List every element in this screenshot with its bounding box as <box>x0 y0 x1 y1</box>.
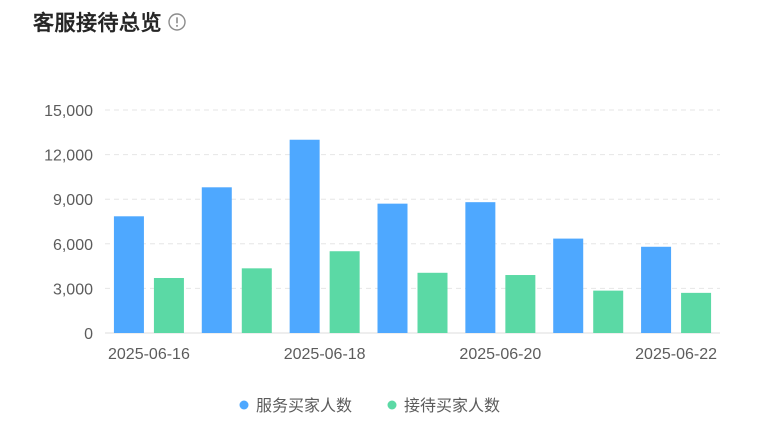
x-tick-label: 2025-06-20 <box>459 346 541 363</box>
y-axis-tick-labels: 0 3,000 6,000 9,000 12,000 15,000 <box>44 103 93 343</box>
bar-service-buyers-2025-06-16[interactable] <box>113 216 144 333</box>
bar-service-buyers-2025-06-19[interactable] <box>377 203 408 333</box>
grid-lines <box>105 109 720 334</box>
x-tick-label: 2025-06-18 <box>284 346 366 363</box>
legend-label: 服务买家人数 <box>256 396 352 415</box>
bar-reception-buyers-2025-06-20[interactable] <box>505 275 536 333</box>
y-tick-label: 12,000 <box>44 148 93 165</box>
bar-service-buyers-2025-06-17[interactable] <box>201 187 232 333</box>
bar-service-buyers-2025-06-20[interactable] <box>465 202 496 333</box>
chart-header: 客服接待总览 <box>33 6 186 38</box>
y-tick-label: 9,000 <box>53 192 93 209</box>
legend-label: 接待买家人数 <box>404 396 500 415</box>
bars <box>113 139 712 333</box>
bar-reception-buyers-2025-06-16[interactable] <box>153 277 184 333</box>
legend-marker <box>239 400 249 410</box>
bar-reception-buyers-2025-06-17[interactable] <box>241 268 272 333</box>
bar-reception-buyers-2025-06-21[interactable] <box>593 290 624 333</box>
y-tick-label: 15,000 <box>44 103 93 120</box>
chart-title: 客服接待总览 <box>33 11 162 35</box>
legend-marker <box>387 400 397 410</box>
info-circle-icon[interactable] <box>168 13 186 31</box>
legend: 服务买家人数 接待买家人数 <box>239 396 501 415</box>
bar-reception-buyers-2025-06-19[interactable] <box>417 272 448 333</box>
bar-reception-buyers-2025-06-22[interactable] <box>681 292 712 333</box>
bar-reception-buyers-2025-06-18[interactable] <box>329 251 360 333</box>
legend-item-service-buyers[interactable]: 服务买家人数 <box>239 396 353 415</box>
y-tick-label: 6,000 <box>53 237 93 254</box>
x-axis-tick-labels: 2025-06-16 2025-06-18 2025-06-20 2025-06-22 <box>108 346 717 363</box>
y-tick-label: 0 <box>84 326 93 343</box>
bar-service-buyers-2025-06-22[interactable] <box>641 246 672 333</box>
legend-item-reception-buyers[interactable]: 接待买家人数 <box>387 396 501 415</box>
y-tick-label: 3,000 <box>53 281 93 298</box>
bar-service-buyers-2025-06-18[interactable] <box>289 139 320 333</box>
x-tick-label: 2025-06-16 <box>108 346 190 363</box>
x-tick-label: 2025-06-22 <box>635 346 717 363</box>
bar-service-buyers-2025-06-21[interactable] <box>553 238 584 333</box>
